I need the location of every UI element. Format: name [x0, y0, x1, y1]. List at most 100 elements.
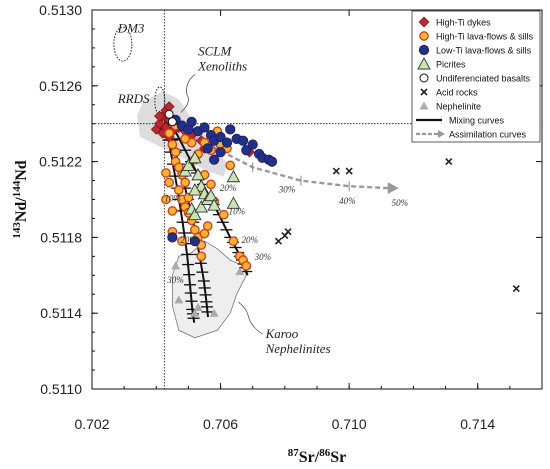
data-point: [204, 188, 218, 202]
data-point: [209, 308, 219, 317]
data-point: [225, 160, 236, 171]
data-point: [177, 236, 187, 247]
annotation-label: Xenoliths: [197, 59, 247, 74]
superscript: 86: [319, 447, 331, 459]
legend-item: Assimilation curves: [416, 130, 527, 140]
legend-label: High-Ti lava-flows & sills: [436, 32, 534, 42]
legend-label: Low-Ti lava-flows & sills: [436, 46, 532, 56]
data-point: [196, 251, 207, 262]
x-tick-label: 0.714: [460, 416, 495, 432]
data-point: [174, 295, 184, 304]
data-point: [193, 303, 203, 312]
legend-item: Nephelinite: [419, 101, 481, 112]
data-point: [207, 198, 221, 211]
legend-arrowhead: [438, 130, 445, 138]
data-point: [284, 228, 292, 236]
y-axis-title: 143Nd/144Nd: [11, 160, 30, 238]
legend-item: Acid rocks: [420, 88, 478, 98]
data-point: [225, 124, 236, 135]
cross-stroke: [284, 228, 292, 236]
data-point: [209, 154, 220, 165]
data-point: [154, 110, 165, 122]
data-point: [194, 200, 209, 213]
mixing-pct-label: 30%: [166, 275, 184, 285]
y-tick-label: 0.5114: [40, 305, 82, 321]
legend-label: Acid rocks: [436, 88, 478, 98]
legend-label: Mixing curves: [449, 116, 505, 126]
series-circle-navy: [167, 114, 278, 247]
data-point: [218, 209, 229, 220]
assimilation-pct-label: 30%: [278, 185, 296, 195]
mixing-pct-label: 10%: [229, 207, 246, 217]
y-tick-label: 0.5110: [40, 381, 82, 397]
legend-swatch: [420, 88, 428, 96]
legend: High-Ti dykes High-Ti lava-flows & sills L…: [411, 10, 541, 143]
data-point: [173, 185, 184, 195]
data-point: [206, 179, 216, 190]
annotation-label: Nephelinites: [265, 341, 331, 356]
assimilation-arrowhead: [387, 182, 399, 195]
series-cross: [274, 158, 520, 293]
dm3-field: [113, 26, 133, 62]
series-triangle-gray: [171, 261, 245, 317]
nephelinites-leader-line: [238, 301, 263, 335]
data-point: [189, 236, 200, 247]
mixing-pct-label: 30%: [254, 252, 272, 262]
data-point: [241, 145, 252, 156]
data-point: [228, 236, 239, 247]
data-point: [181, 158, 196, 171]
data-point: [202, 221, 213, 231]
legend-item: Low-Ti lava-flows & sills: [418, 44, 532, 56]
assimilation-pct-label: 50%: [392, 198, 409, 208]
xenoliths-leader-line: [180, 74, 196, 113]
title-part: Nd: [13, 160, 30, 181]
legend-swatch: [418, 16, 430, 28]
y-tick-label: 0.5118: [40, 229, 82, 245]
data-point: [247, 139, 258, 150]
title-part: Sr: [330, 449, 346, 466]
legend-label: Assimilation curves: [449, 130, 527, 140]
cross-stroke: [420, 88, 428, 96]
data-point: [215, 147, 226, 158]
legend-item: High-Ti dykes: [418, 16, 491, 28]
data-point: [345, 167, 353, 175]
data-point: [226, 196, 241, 209]
legend-swatch: [419, 31, 429, 41]
mixing-pct-label: 20%: [241, 235, 258, 245]
legend-swatch: [418, 44, 430, 56]
x-axis-title: 87Sr/86Sr: [288, 447, 346, 466]
assimilation-pct-label: 40%: [339, 196, 356, 206]
mixing-pct-label: 10%: [164, 193, 181, 203]
superscript: 87: [288, 447, 300, 459]
data-point: [161, 168, 171, 178]
data-points: [150, 101, 520, 317]
annotation-label: DM3: [117, 21, 145, 36]
series-circle-open: [164, 109, 177, 127]
data-point: [199, 122, 210, 133]
legend-swatch: [419, 101, 429, 110]
data-point: [164, 109, 174, 119]
assimilation-curve: [163, 120, 388, 190]
y-tick-label: 0.5130: [39, 2, 82, 18]
data-point: [191, 167, 205, 181]
data-point: [167, 232, 178, 243]
legend-swatch: [417, 57, 431, 70]
superscript: 144: [11, 180, 23, 197]
data-point: [221, 137, 233, 148]
legend-label: Nephelinite: [436, 102, 481, 112]
x-tick-label: 0.710: [332, 416, 367, 432]
cross-stroke: [332, 167, 340, 175]
title-part: Sr/: [299, 449, 320, 466]
legend-label: Undiferenciated basalts: [436, 74, 531, 84]
data-point: [161, 194, 171, 205]
data-point: [226, 169, 241, 183]
data-point: [170, 147, 181, 157]
legend-item: High-Ti lava-flows & sills: [419, 31, 534, 42]
x-tick-label: 0.706: [203, 416, 238, 432]
legend-item: Mixing curves: [416, 116, 505, 126]
data-point: [188, 207, 202, 221]
data-point: [164, 128, 174, 139]
cross-stroke: [274, 237, 282, 245]
annotation-label: Karoo: [265, 326, 299, 341]
